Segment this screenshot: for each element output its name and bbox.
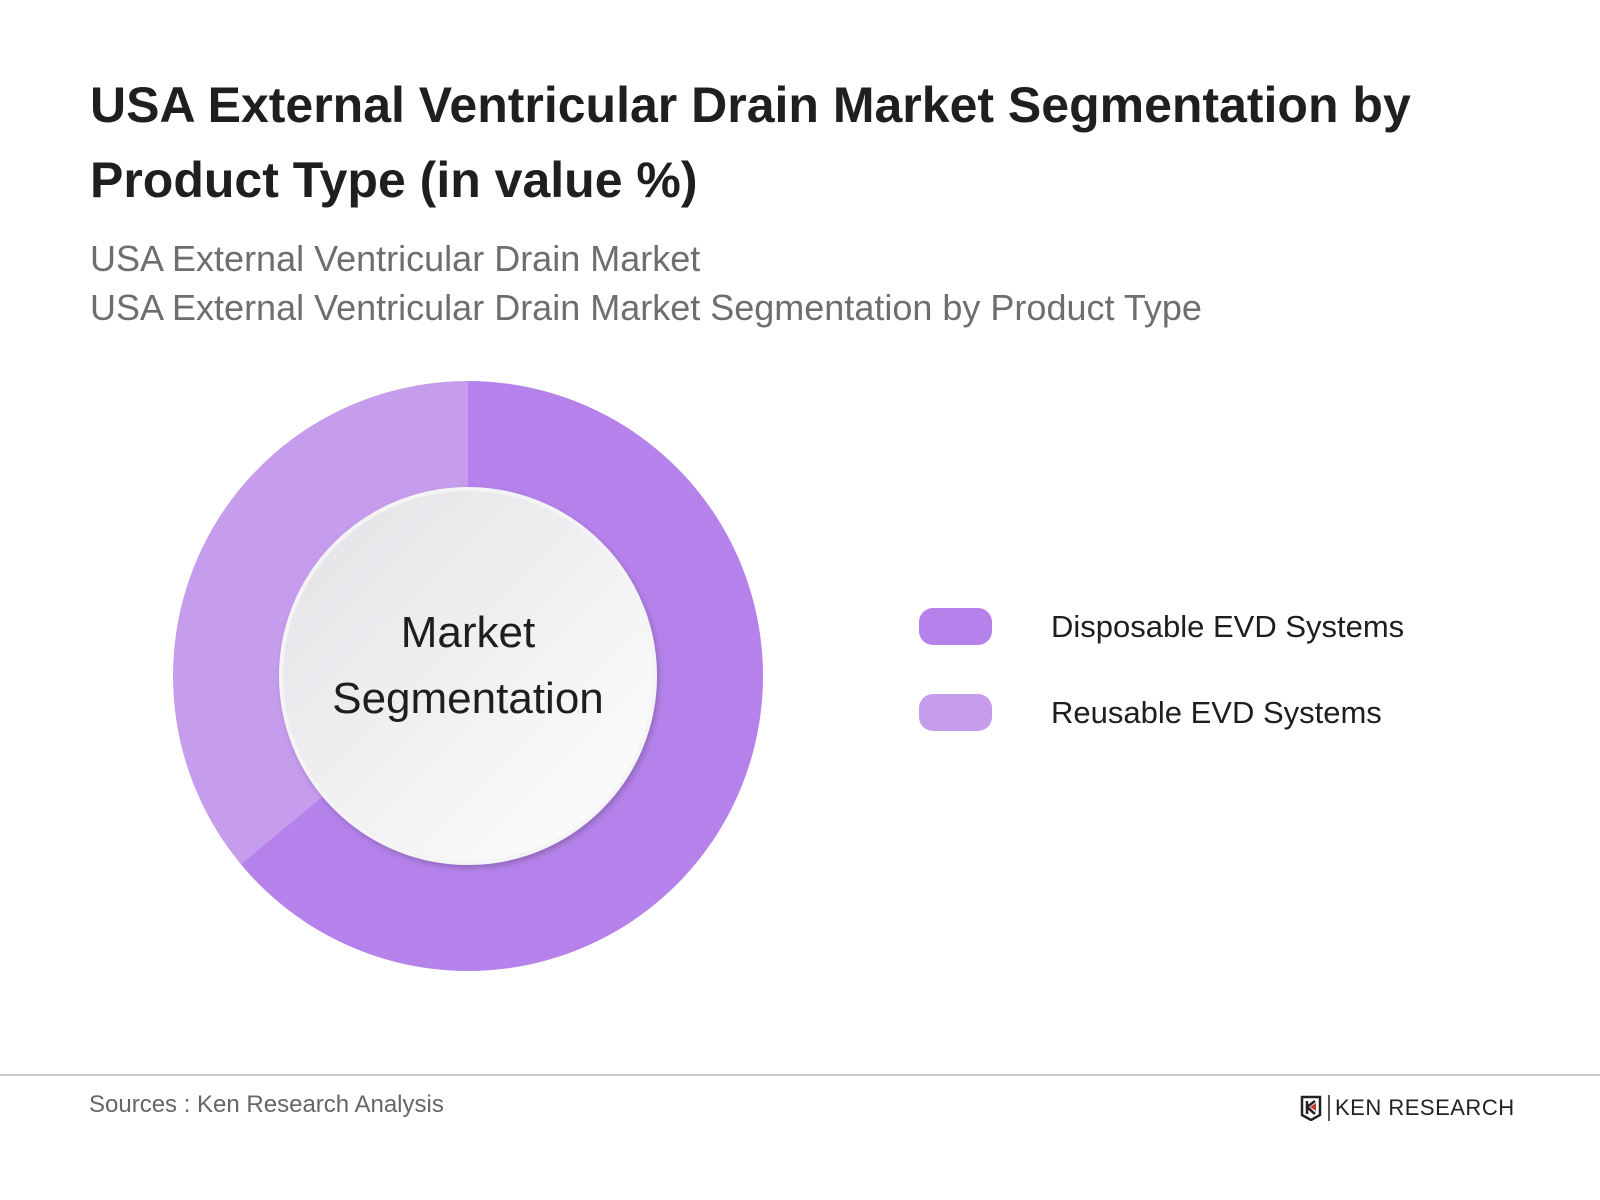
subtitle-1: USA External Ventricular Drain Market [90,238,701,279]
legend-label: Disposable EVD Systems [1051,608,1405,644]
ken-research-logo: KEN RESEARCH [1300,1095,1515,1121]
subtitle-2: USA External Ventricular Drain Market Se… [90,287,1202,328]
sources-note: Sources : Ken Research Analysis [89,1091,444,1118]
ken-logo-icon [1300,1095,1322,1121]
legend-swatch [919,608,992,645]
legend-item-reusable: Reusable EVD Systems [919,694,1382,731]
chart-title: USA External Ventricular Drain Market Se… [90,77,1411,208]
legend-swatch [919,694,992,731]
donut-center-label: Market Segmentation [332,608,604,723]
legend-label: Reusable EVD Systems [1051,694,1382,730]
footer-divider [0,1074,1600,1076]
logo-text: KEN RESEARCH [1328,1095,1515,1121]
legend-item-disposable: Disposable EVD Systems [919,608,1404,645]
donut-center [279,487,657,865]
